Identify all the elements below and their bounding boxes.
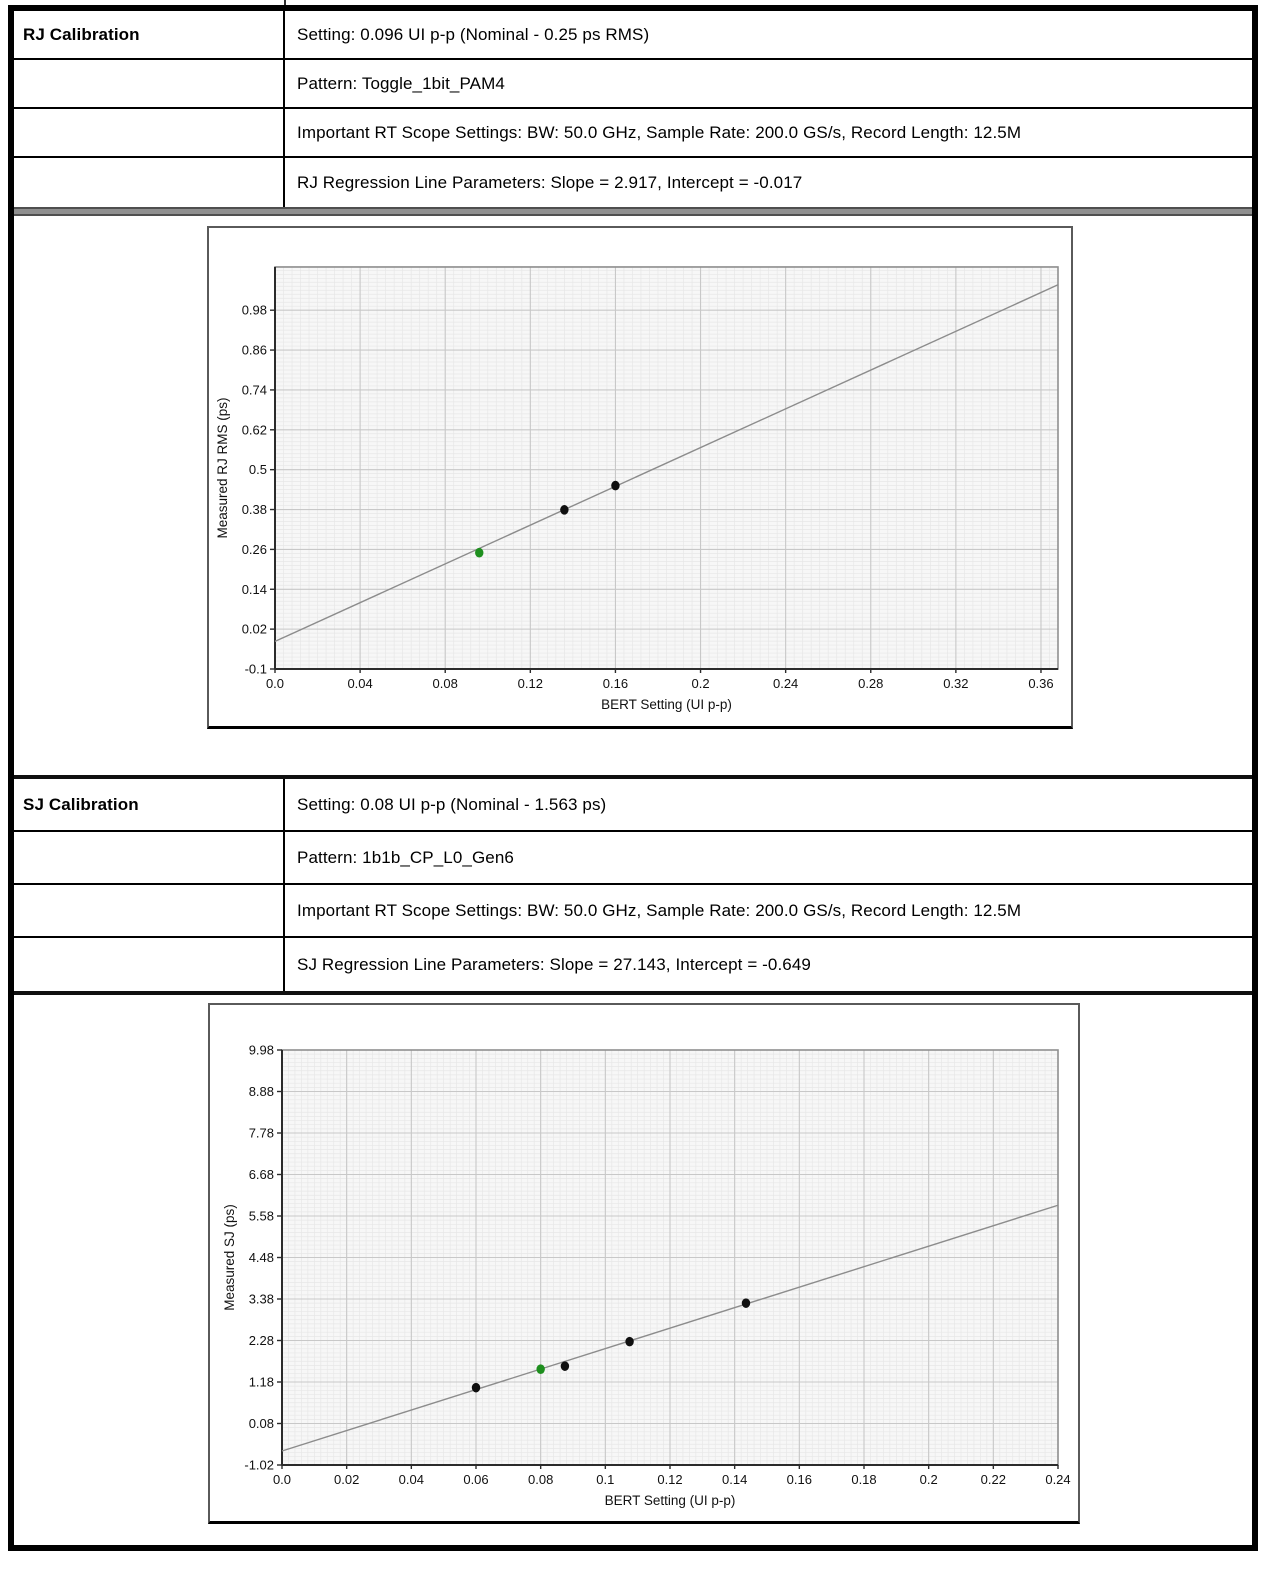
data-point-black: [741, 1298, 751, 1308]
table-row: SJ Calibration Setting: 0.08 UI p-p (Nom…: [14, 779, 1252, 832]
table-row: Pattern: 1b1b_CP_L0_Gen6: [14, 832, 1252, 885]
rj-table-header-cell: RJ Calibration: [14, 11, 285, 58]
empty-header-cell: [14, 885, 285, 936]
grid-major: [274, 267, 1058, 670]
table-row: Important RT Scope Settings: BW: 50.0 GH…: [14, 885, 1252, 938]
y-tick-label: 0.26: [242, 542, 267, 557]
x-tick-label: 0.16: [603, 676, 628, 691]
y-tick-label: -1.02: [244, 1458, 274, 1473]
y-axis-label: Measured RJ RMS (ps): [215, 397, 230, 538]
empty-header-cell: [14, 158, 285, 207]
data-point-black: [625, 1336, 634, 1347]
data-point-black: [611, 480, 620, 491]
y-tick-label: 9.98: [249, 1043, 274, 1058]
table-row: Pattern: Toggle_1bit_PAM4: [14, 60, 1252, 109]
sj-regression-cell: SJ Regression Line Parameters: Slope = 2…: [297, 954, 811, 974]
y-tick-label: 8.88: [249, 1084, 274, 1099]
y-tick-label: 0.74: [242, 382, 267, 397]
x-tick-label: 0.36: [1028, 676, 1053, 691]
chart-canvas: -0.1 0.02 0.14 0.26 0.38 0.5 0.62 0.74 0.86 0.98 0…: [215, 265, 1059, 712]
axis-ticks: -1.02 0.08 1.18 2.28 3.38 4.48 5.58 6.68 7.78 8.8…: [244, 1043, 1070, 1488]
y-tick-label: 0.5: [249, 462, 267, 477]
data-point-green: [475, 547, 484, 558]
chart-canvas: -1.02 0.08 1.18 2.28 3.38 4.48 5.58 6.68 7.78 8.8…: [222, 1043, 1071, 1509]
data-point-black: [560, 505, 569, 515]
rj-calibration-table: RJ Calibration Setting: 0.096 UI p-p (No…: [14, 11, 1252, 207]
y-tick-label: 0.98: [242, 303, 267, 318]
rj-setting-cell: Setting: 0.096 UI p-p (Nominal - 0.25 ps…: [297, 24, 650, 44]
data-points: [471, 1298, 751, 1393]
sj-setting-cell: Setting: 0.08 UI p-p (Nominal - 1.563 ps…: [297, 794, 607, 814]
x-tick-label: 0.32: [943, 676, 968, 691]
y-tick-label: 0.38: [242, 502, 267, 517]
y-tick-label: -0.1: [245, 662, 267, 677]
y-tick-label: 6.68: [249, 1167, 274, 1182]
section-separator: [14, 775, 1252, 779]
table-row: Important RT Scope Settings: BW: 50.0 GH…: [14, 109, 1252, 158]
x-tick-label: 0.08: [433, 676, 458, 691]
x-tick-label: 0.08: [528, 1472, 553, 1487]
y-tick-label: 1.18: [249, 1375, 274, 1390]
table-row: SJ Regression Line Parameters: Slope = 2…: [14, 938, 1252, 991]
x-tick-label: 0.16: [787, 1472, 812, 1487]
empty-header-cell: [14, 832, 285, 883]
x-tick-label: 0.28: [858, 676, 883, 691]
data-point-black: [560, 1361, 570, 1371]
sj-calibration-table: SJ Calibration Setting: 0.08 UI p-p (Nom…: [14, 779, 1252, 995]
sj-calibration-chart: -1.02 0.08 1.18 2.28 3.38 4.48 5.58 6.68 7.78 8.8…: [208, 1003, 1080, 1524]
y-tick-label: 0.86: [242, 343, 267, 358]
x-tick-label: 0.14: [722, 1472, 747, 1487]
x-tick-label: 0.04: [347, 676, 372, 691]
y-tick-label: 2.28: [249, 1333, 274, 1348]
rj-regression-cell: RJ Regression Line Parameters: Slope = 2…: [297, 172, 803, 192]
x-axis-label: BERT Setting (UI p-p): [601, 697, 732, 712]
y-tick-label: 3.38: [249, 1292, 274, 1307]
x-tick-label: 0.22: [981, 1472, 1006, 1487]
x-tick-label: 0.2: [692, 676, 710, 691]
empty-header-cell: [14, 60, 285, 107]
y-tick-label: 5.58: [249, 1209, 274, 1224]
y-tick-label: 0.14: [242, 582, 267, 597]
x-tick-label: 0.02: [334, 1472, 359, 1487]
empty-header-cell: [14, 109, 285, 156]
y-tick-label: 0.08: [249, 1416, 274, 1431]
x-tick-label: 0.0: [266, 676, 284, 691]
y-tick-label: 0.02: [242, 622, 267, 637]
y-tick-label: 0.62: [242, 422, 267, 437]
x-tick-label: 0.0: [273, 1472, 291, 1487]
regression-line: [274, 284, 1059, 643]
data-point-green: [536, 1364, 545, 1374]
x-axis-label: BERT Setting (UI p-p): [605, 1493, 736, 1508]
y-axis-label: Measured SJ (ps): [222, 1204, 237, 1311]
table-row: RJ Regression Line Parameters: Slope = 2…: [14, 158, 1252, 207]
rj-pattern-cell: Pattern: Toggle_1bit_PAM4: [297, 73, 505, 93]
x-tick-label: 0.04: [399, 1472, 424, 1487]
regression-line: [281, 1204, 1059, 1452]
sj-pattern-cell: Pattern: 1b1b_CP_L0_Gen6: [297, 847, 514, 867]
sj-scope-settings-cell: Important RT Scope Settings: BW: 50.0 GH…: [297, 900, 1022, 920]
data-point-black: [471, 1382, 481, 1393]
x-tick-label: 0.2: [920, 1472, 938, 1487]
section-separator: [14, 207, 1252, 216]
axis-ticks: -0.1 0.02 0.14 0.26 0.38 0.5 0.62 0.74 0.86 0.98 0…: [242, 303, 1054, 691]
table-row: RJ Calibration Setting: 0.096 UI p-p (No…: [14, 11, 1252, 60]
x-tick-label: 0.06: [463, 1472, 488, 1487]
y-tick-label: 7.78: [249, 1126, 274, 1141]
y-tick-label: 4.48: [249, 1250, 274, 1265]
data-points: [475, 480, 620, 558]
sj-table-header-cell: SJ Calibration: [14, 779, 285, 830]
empty-header-cell: [14, 938, 285, 991]
x-tick-label: 0.18: [851, 1472, 876, 1487]
x-tick-label: 0.24: [1045, 1472, 1070, 1487]
rj-calibration-chart: -0.1 0.02 0.14 0.26 0.38 0.5 0.62 0.74 0.86 0.98 0…: [207, 226, 1073, 729]
x-tick-label: 0.12: [518, 676, 543, 691]
x-tick-label: 0.1: [596, 1472, 614, 1487]
rj-scope-settings-cell: Important RT Scope Settings: BW: 50.0 GH…: [297, 122, 1022, 142]
x-tick-label: 0.12: [657, 1472, 682, 1487]
x-tick-label: 0.24: [773, 676, 798, 691]
column-divider-stub: [284, 0, 286, 6]
